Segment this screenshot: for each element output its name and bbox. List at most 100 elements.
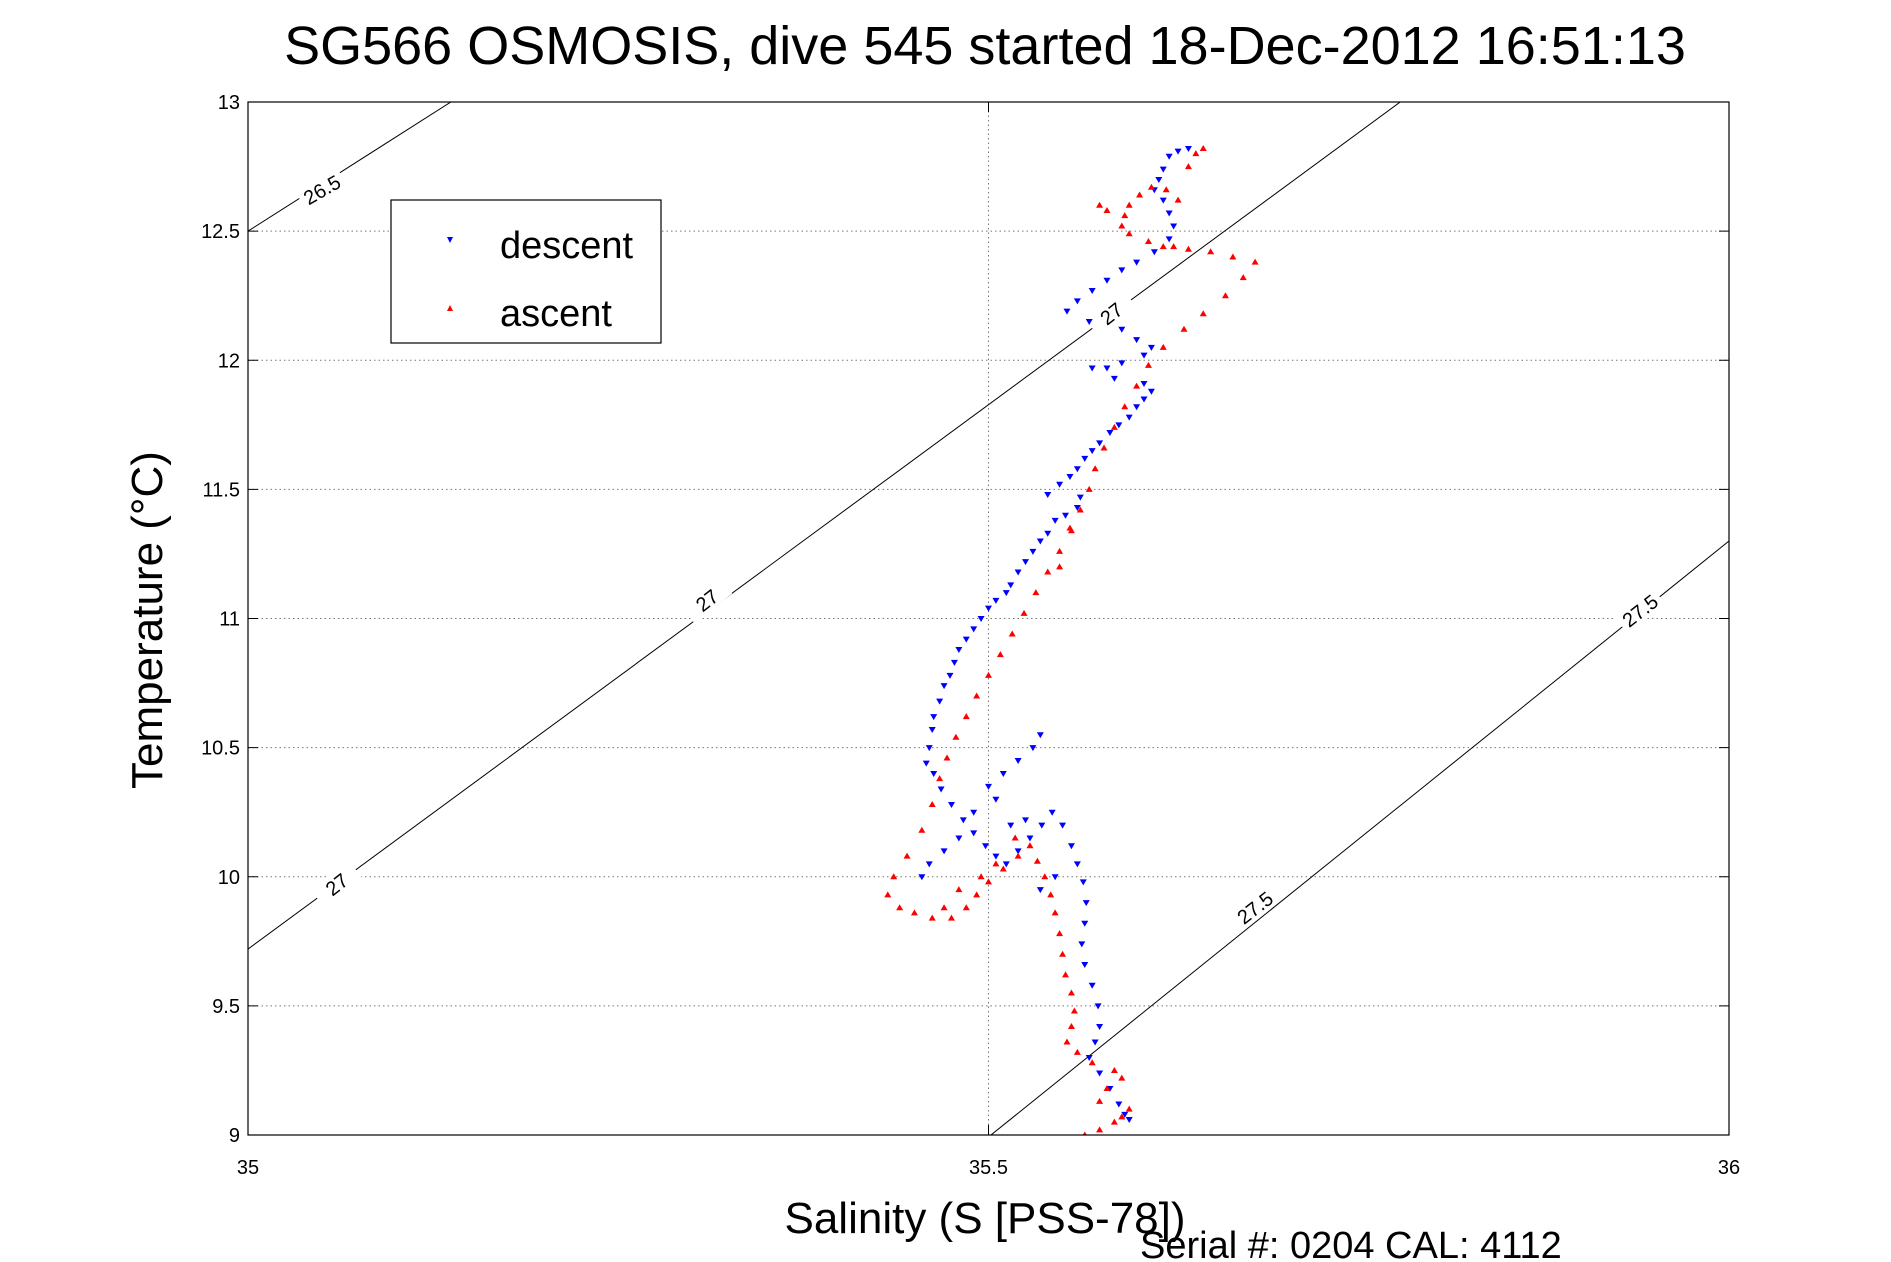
descent-point (1007, 822, 1015, 829)
descent-point (1133, 404, 1141, 411)
ascent-point (1144, 361, 1152, 368)
ascent-point (1110, 1118, 1118, 1125)
ascent-point (1184, 163, 1192, 170)
y-tick-label: 13 (218, 92, 240, 114)
ascent-point (1032, 589, 1040, 596)
descent-point (946, 672, 954, 679)
ascent-point (1239, 274, 1247, 281)
descent-point (1066, 473, 1074, 480)
ascent-point (996, 651, 1004, 658)
ascent-point (1044, 568, 1052, 575)
legend: descent ascent (390, 199, 662, 344)
ascent-point (928, 800, 936, 807)
ascent-point (1051, 909, 1059, 916)
contour-label-bg (1085, 289, 1137, 337)
ascent-point (936, 775, 944, 782)
legend-label-descent: descent (500, 225, 634, 267)
y-tick-label: 10 (218, 867, 240, 889)
descent-point (1059, 822, 1067, 829)
descent-point (1118, 360, 1126, 367)
descent-point (1048, 809, 1056, 816)
descent-point (1103, 365, 1111, 372)
ascent-point (1199, 310, 1207, 317)
descent-point (985, 605, 992, 612)
ascent-point (952, 733, 960, 740)
contour-line-26-5 (248, 102, 452, 232)
ascent-point (1162, 186, 1170, 193)
descent-point (1118, 267, 1126, 274)
descent-point (1036, 887, 1044, 894)
ascent-point (1008, 630, 1016, 637)
descent-point (1051, 874, 1059, 881)
ascent-point (1096, 201, 1104, 208)
y-tick-label: 12.5 (201, 221, 240, 243)
descent-point (947, 801, 955, 808)
ascent-point (918, 826, 926, 833)
descent-point (1062, 512, 1070, 519)
y-axis-label: Temperature (°C) (123, 451, 172, 789)
descent-point (936, 698, 944, 705)
descent-point (970, 809, 978, 816)
descent-point (959, 817, 967, 824)
descent-point (1078, 941, 1086, 948)
descent-point (1147, 388, 1155, 395)
descent-point (1014, 569, 1022, 576)
descent-point (1044, 492, 1052, 499)
serial-cal-footer: Serial #: 0204 CAL: 4112 (1140, 1225, 1562, 1262)
descent-point (1140, 352, 1148, 359)
descent-point (930, 714, 938, 721)
descent-point (1159, 166, 1167, 173)
descent-point (1096, 1024, 1104, 1031)
y-tick-label: 9 (229, 1125, 240, 1147)
ascent-point (1103, 206, 1111, 213)
y-tick-label: 11.5 (203, 479, 240, 501)
descent-point (985, 783, 992, 790)
ascent-point (1125, 230, 1133, 237)
y-tick-label: 9.5 (212, 996, 240, 1018)
ascent-point (1118, 1113, 1126, 1120)
descent-point (1118, 326, 1126, 333)
descent-point (1014, 848, 1022, 855)
ascent-point (1091, 465, 1099, 472)
descent-point (925, 745, 933, 752)
descent-point (1174, 148, 1182, 155)
contour-line-27 (248, 102, 1401, 950)
descent-point (1140, 380, 1148, 387)
descent-point (1159, 197, 1167, 204)
ascent-point (1159, 243, 1167, 250)
descent-point (1073, 466, 1081, 473)
descent-point (940, 683, 948, 690)
ascent-point (1076, 506, 1084, 513)
ascent-point (1088, 1059, 1096, 1066)
y-axis-ticks: 9 9.5 10 10.5 11 11.5 12 12.5 13 (201, 92, 1729, 1147)
ascent-point (985, 671, 992, 678)
ascent-point (947, 914, 955, 921)
contour-label-bg (1613, 586, 1666, 634)
ascent-point (973, 891, 981, 898)
descent-point (1096, 1070, 1104, 1077)
ascent-point (1136, 191, 1144, 198)
descent-point (1026, 835, 1034, 842)
descent-point (1036, 732, 1044, 739)
ascent-point (1251, 258, 1259, 265)
descent-point (1022, 559, 1030, 566)
descent-point (1029, 548, 1037, 555)
ascent-point (1059, 950, 1067, 957)
contour-label-bg (310, 860, 362, 908)
series-descent (918, 145, 1192, 1124)
ascent-point (910, 909, 918, 916)
descent-point (940, 848, 948, 855)
descent-point (955, 646, 963, 653)
descent-point (982, 843, 990, 850)
descent-point (1044, 530, 1052, 537)
descent-point (1140, 396, 1148, 403)
descent-point (937, 786, 945, 793)
descent-point (1063, 308, 1071, 315)
descent-point (1155, 176, 1163, 183)
ascent-point (943, 754, 951, 761)
ascent-point (1020, 609, 1028, 616)
ascent-point (1014, 852, 1022, 859)
ascent-point (884, 891, 892, 898)
descent-point (977, 616, 985, 622)
